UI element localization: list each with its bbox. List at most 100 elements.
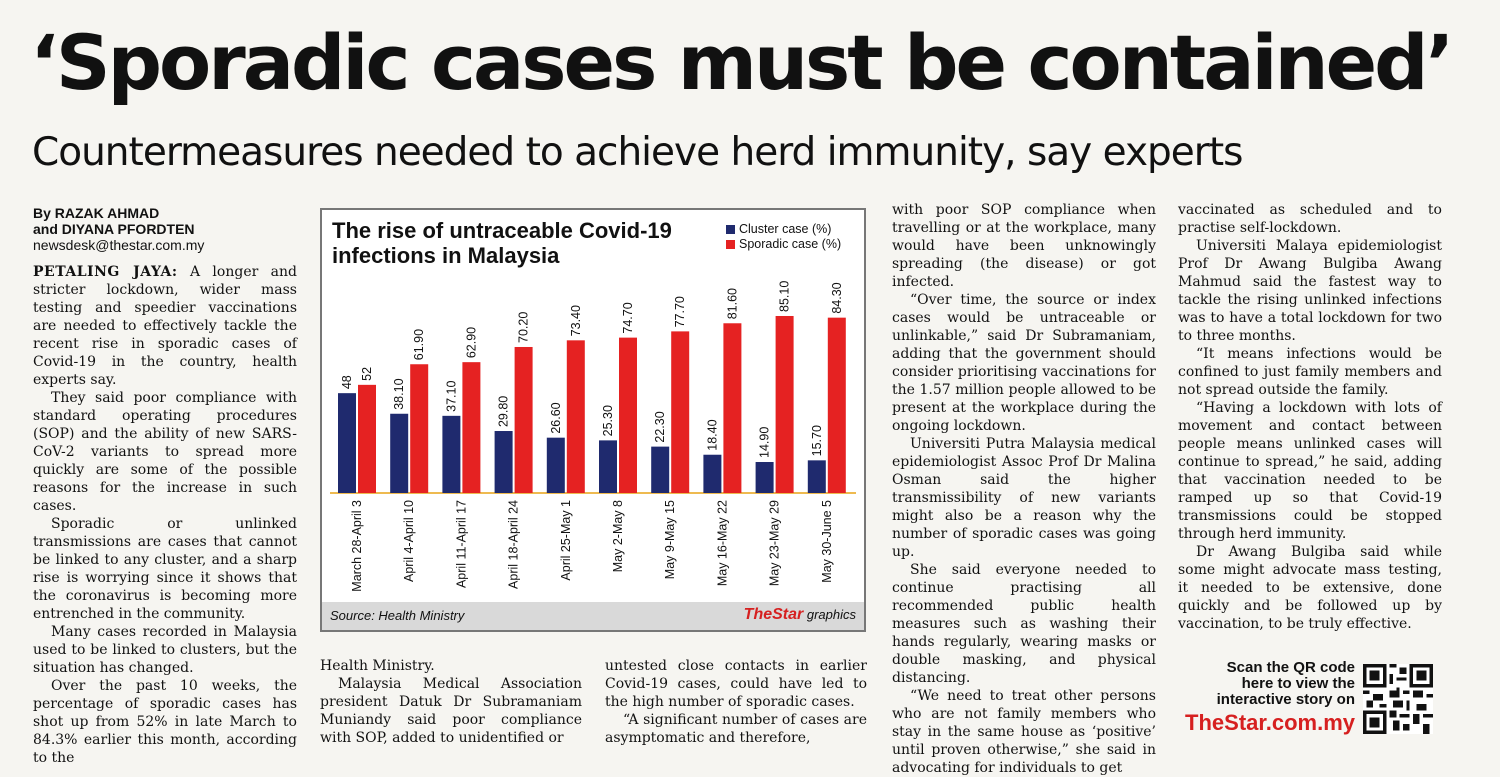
data-label: 61.90: [412, 329, 426, 360]
bar-cluster: [599, 440, 617, 493]
category-label: May 16-May 22: [715, 500, 729, 586]
byline: By RAZAK AHMAD and DIYANA PFORDTEN newsd…: [33, 205, 297, 253]
column-5: vaccinated as scheduled and to practise …: [1178, 201, 1442, 633]
category-label: May 9-May 15: [663, 500, 677, 579]
data-label: 38.10: [392, 378, 406, 409]
byline-author-1: By RAZAK AHMAD: [33, 205, 160, 221]
promo-line-1: Scan the QR code: [1226, 659, 1355, 676]
headline: ‘Sporadic cases must be contained’: [30, 18, 1454, 107]
chart-title: The rise of untraceable Covid-19 infecti…: [332, 218, 672, 268]
category-label: April 4-April 10: [402, 500, 416, 582]
star-graphics-credit: TheStar graphics: [744, 606, 856, 624]
paragraph-text: A longer and stricter lockdown, wider ma…: [33, 264, 297, 388]
category-label: April 18-April 24: [507, 500, 521, 589]
bar-sporadic: [671, 331, 690, 493]
promo-line-3: interactive story on: [1216, 691, 1355, 708]
category-label: May 23-May 29: [768, 500, 782, 586]
article-paragraph: “A significant number of cases are asymp…: [605, 712, 867, 746]
column-1: By RAZAK AHMAD and DIYANA PFORDTEN newsd…: [33, 205, 297, 767]
legend-label-sporadic: Sporadic case (%): [739, 237, 842, 251]
category-label: March 28-April 3: [350, 500, 364, 592]
article-paragraph: “Having a lockdown with lots of movement…: [1178, 400, 1442, 542]
article-paragraph: Over the past 10 weeks, the percentage o…: [33, 678, 297, 766]
bar-cluster: [755, 462, 774, 493]
article-paragraph: Health Ministry.: [320, 658, 435, 674]
data-label: 18.40: [705, 419, 719, 450]
legend-item-cluster: Cluster case (%): [726, 222, 841, 237]
the-star-logo: TheStar: [743, 606, 804, 623]
byline-email: newsdesk@thestar.com.my: [33, 237, 205, 253]
column-4: with poor SOP compliance when travelling…: [892, 201, 1156, 777]
promo-site-link[interactable]: TheStar.com.my: [1185, 710, 1355, 735]
article-paragraph: PETALING JAYA: A longer and stricter loc…: [33, 263, 297, 389]
data-label: 48: [340, 375, 354, 389]
data-label: 85.10: [778, 281, 792, 312]
article-paragraph: with poor SOP compliance when travelling…: [892, 202, 1156, 290]
category-label: April 11-April 17: [454, 500, 468, 588]
data-label: 37.10: [444, 381, 458, 412]
article-paragraph: “We need to treat other persons who are …: [892, 688, 1156, 776]
chart-source: Source: Health Ministry: [330, 608, 465, 623]
bar-sporadic: [410, 364, 429, 493]
data-label: 62.90: [464, 327, 478, 358]
article-paragraph: vaccinated as scheduled and to practise …: [1178, 202, 1442, 236]
bar-sporadic: [723, 323, 742, 493]
article-paragraph: She said everyone needed to continue pra…: [892, 562, 1156, 686]
data-label: 74.70: [621, 302, 635, 333]
data-label: 52: [360, 367, 374, 381]
article-paragraph: Sporadic or unlinked transmissions are c…: [33, 516, 297, 622]
article-paragraph: “Over time, the source or index cases wo…: [892, 292, 1156, 434]
byline-author-2: and DIYANA PFORDTEN: [33, 221, 195, 237]
article-paragraph: “It means infections would be confined t…: [1178, 346, 1442, 398]
data-label: 25.30: [601, 405, 615, 436]
bar-sporadic: [566, 340, 585, 493]
qr-promo: Scan the QR code here to view the intera…: [1175, 660, 1355, 736]
bar-sporadic: [514, 346, 533, 493]
chart-panel: The rise of untraceable Covid-19 infecti…: [320, 208, 866, 632]
data-label: 84.30: [830, 282, 844, 313]
bar-cluster: [494, 431, 513, 493]
data-label: 77.70: [673, 296, 687, 327]
bar-cluster: [390, 413, 409, 493]
bar-sporadic: [462, 362, 481, 493]
bar-cluster: [807, 460, 826, 493]
bar-cluster: [442, 415, 461, 493]
promo-line-2: here to view the: [1241, 675, 1355, 692]
data-label: 22.30: [653, 411, 667, 442]
chart-legend: Cluster case (%) Sporadic case (%): [726, 222, 841, 252]
bar-sporadic: [827, 317, 846, 493]
article-paragraph: Universiti Putra Malaysia medical epidem…: [892, 436, 1156, 560]
article-paragraph: Many cases recorded in Malaysia used to …: [33, 624, 297, 676]
legend-swatch-cluster: [726, 225, 735, 234]
column-3: untested close contacts in earlier Covid…: [605, 657, 867, 747]
bar-cluster: [651, 446, 670, 493]
data-label: 70.20: [517, 312, 531, 343]
bar-sporadic: [358, 384, 376, 493]
bar-cluster: [703, 454, 722, 493]
data-label: 15.70: [810, 425, 824, 456]
legend-item-sporadic: Sporadic case (%): [726, 237, 841, 252]
category-label: April 25-May 1: [559, 500, 573, 581]
bar-cluster: [546, 437, 565, 493]
category-label: May 30-June 5: [820, 500, 834, 583]
data-label: 81.60: [725, 288, 739, 319]
graphics-label: graphics: [803, 607, 856, 622]
qr-code-icon[interactable]: [1363, 664, 1433, 734]
data-label: 29.80: [497, 396, 511, 427]
dateline: PETALING JAYA:: [33, 264, 178, 280]
data-label: 14.90: [758, 427, 772, 458]
bar-chart: 48 52 March 28-April 3 38.10 61.90 April 4-Ap…: [330, 281, 856, 592]
category-label: May 2-May 8: [611, 500, 625, 572]
subheadline: Countermeasures needed to achieve herd i…: [32, 130, 1243, 175]
article-paragraph: Dr Awang Bulgiba said while some might a…: [1178, 544, 1442, 632]
bar-sporadic: [619, 337, 637, 493]
bar-cluster: [338, 393, 356, 493]
article-paragraph: They said poor compliance with standard …: [33, 390, 297, 514]
data-label: 73.40: [569, 305, 583, 336]
legend-label-cluster: Cluster case (%): [739, 222, 832, 236]
chart-source-bar: Source: Health Ministry TheStar graphics: [322, 602, 864, 630]
article-paragraph: Universiti Malaya epidemiologist Prof Dr…: [1178, 238, 1442, 344]
article-paragraph: Malaysia Medical Association president D…: [320, 676, 582, 746]
article-paragraph: untested close contacts in earlier Covid…: [605, 658, 867, 710]
bar-sporadic: [775, 315, 794, 493]
